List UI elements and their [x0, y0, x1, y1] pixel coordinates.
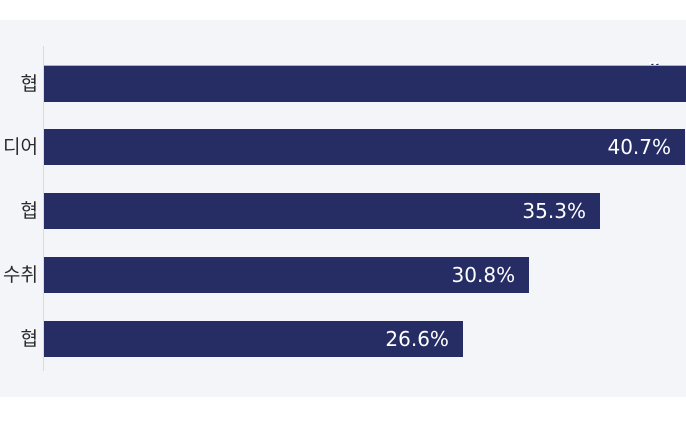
value-label: 30.8% [451, 263, 516, 287]
bar [44, 321, 463, 357]
category-label: 협 [20, 328, 38, 350]
category-label: 수취 [3, 264, 38, 286]
bar-highlight-rule [44, 65, 686, 66]
category-label: 협 [20, 200, 38, 222]
category-axis-line [43, 46, 44, 371]
bar [44, 193, 600, 229]
bar [44, 66, 686, 102]
category-label: 협 [20, 73, 38, 95]
value-label: 40.7% [607, 135, 672, 159]
value-label: 26.6% [385, 327, 449, 351]
bar [44, 257, 530, 293]
bar [44, 129, 686, 165]
value-label: 35.3% [522, 199, 586, 223]
category-label: 디어 [3, 136, 38, 158]
